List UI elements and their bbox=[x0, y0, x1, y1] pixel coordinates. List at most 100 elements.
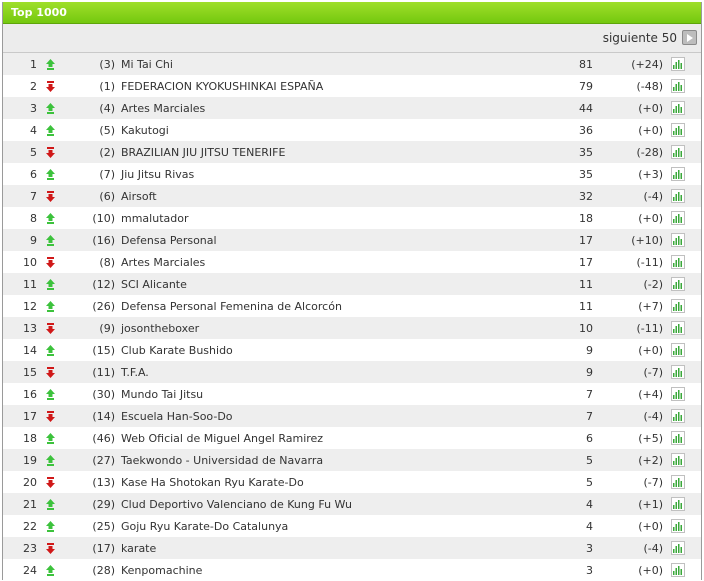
site-name-link[interactable]: Artes Marciales bbox=[121, 255, 206, 269]
score: 32 bbox=[579, 189, 593, 203]
table-row: 4 (5) Kakutogi 36 (+0) bbox=[3, 119, 701, 141]
score: 4 bbox=[586, 497, 593, 511]
stats-chart-icon[interactable] bbox=[671, 189, 685, 203]
stats-chart-icon[interactable] bbox=[671, 123, 685, 137]
site-name-link[interactable]: Artes Marciales bbox=[121, 101, 206, 115]
stats-chart-icon[interactable] bbox=[671, 145, 685, 159]
stats-chart-icon[interactable] bbox=[671, 563, 685, 577]
site-name-link[interactable]: josontheboxer bbox=[121, 321, 200, 335]
trend-down-icon bbox=[37, 537, 63, 559]
stats-chart-icon[interactable] bbox=[671, 211, 685, 225]
score-change: (+0) bbox=[638, 563, 663, 577]
table-row: 11 (12) SCI Alicante 11 (-2) bbox=[3, 273, 701, 295]
rank-position: 12 bbox=[23, 299, 37, 313]
site-name-link[interactable]: FEDERACION KYOKUSHINKAI ESPAÑA bbox=[121, 79, 324, 93]
score-change: (+0) bbox=[638, 123, 663, 137]
site-name-link[interactable]: Jiu Jitsu Rivas bbox=[121, 167, 195, 181]
stats-chart-icon[interactable] bbox=[671, 365, 685, 379]
stats-chart-icon[interactable] bbox=[671, 475, 685, 489]
site-name-link[interactable]: karate bbox=[121, 541, 157, 555]
stats-chart-icon[interactable] bbox=[671, 343, 685, 357]
score-change: (-28) bbox=[636, 145, 663, 159]
site-name-link[interactable]: Kase Ha Shotokan Ryu Karate-Do bbox=[121, 475, 304, 489]
site-name-link[interactable]: T.F.A. bbox=[121, 365, 149, 379]
table-row: 12 (26) Defensa Personal Femenina de Alc… bbox=[3, 295, 701, 317]
trend-down-icon bbox=[37, 141, 63, 163]
trend-down-icon bbox=[37, 317, 63, 339]
trend-up-icon bbox=[37, 515, 63, 537]
stats-chart-icon[interactable] bbox=[671, 387, 685, 401]
previous-rank: (12) bbox=[92, 277, 115, 291]
table-row: 6 (7) Jiu Jitsu Rivas 35 (+3) bbox=[3, 163, 701, 185]
previous-rank: (25) bbox=[92, 519, 115, 533]
site-name-link[interactable]: Taekwondo - Universidad de Navarra bbox=[121, 453, 324, 467]
site-name-link[interactable]: BRAZILIAN JIU JITSU TENERIFE bbox=[121, 145, 286, 159]
site-name-link[interactable]: Defensa Personal bbox=[121, 233, 217, 247]
stats-chart-icon[interactable] bbox=[671, 409, 685, 423]
site-name-link[interactable]: Airsoft bbox=[121, 189, 157, 203]
play-arrow-icon[interactable] bbox=[682, 30, 697, 45]
table-row: 14 (15) Club Karate Bushido 9 (+0) bbox=[3, 339, 701, 361]
score-change: (-7) bbox=[643, 475, 663, 489]
score-change: (-48) bbox=[636, 79, 663, 93]
previous-rank: (30) bbox=[92, 387, 115, 401]
stats-chart-icon[interactable] bbox=[671, 101, 685, 115]
table-row: 9 (16) Defensa Personal 17 (+10) bbox=[3, 229, 701, 251]
site-name-link[interactable]: Defensa Personal Femenina de Alcorcón bbox=[121, 299, 342, 313]
stats-chart-icon[interactable] bbox=[671, 321, 685, 335]
site-name-link[interactable]: Goju Ryu Karate-Do Catalunya bbox=[121, 519, 289, 533]
stats-chart-icon[interactable] bbox=[671, 57, 685, 71]
table-row: 20 (13) Kase Ha Shotokan Ryu Karate-Do 5… bbox=[3, 471, 701, 493]
table-row: 18 (46) Web Oficial de Miguel Angel Rami… bbox=[3, 427, 701, 449]
site-name-link[interactable]: Kenpomachine bbox=[121, 563, 203, 577]
site-name-link[interactable]: Mi Tai Chi bbox=[121, 57, 173, 71]
previous-rank: (16) bbox=[92, 233, 115, 247]
site-name-link[interactable]: Escuela Han-Soo-Do bbox=[121, 409, 233, 423]
stats-chart-icon[interactable] bbox=[671, 255, 685, 269]
table-row: 19 (27) Taekwondo - Universidad de Navar… bbox=[3, 449, 701, 471]
stats-chart-icon[interactable] bbox=[671, 79, 685, 93]
table-row: 7 (6) Airsoft 32 (-4) bbox=[3, 185, 701, 207]
previous-rank: (15) bbox=[92, 343, 115, 357]
rank-position: 4 bbox=[30, 123, 37, 137]
rank-position: 15 bbox=[23, 365, 37, 379]
stats-chart-icon[interactable] bbox=[671, 541, 685, 555]
stats-chart-icon[interactable] bbox=[671, 277, 685, 291]
stats-chart-icon[interactable] bbox=[671, 299, 685, 313]
previous-rank: (5) bbox=[99, 123, 115, 137]
stats-chart-icon[interactable] bbox=[671, 453, 685, 467]
stats-chart-icon[interactable] bbox=[671, 497, 685, 511]
site-name-link[interactable]: Kakutogi bbox=[121, 123, 169, 137]
previous-rank: (1) bbox=[99, 79, 115, 93]
stats-chart-icon[interactable] bbox=[671, 519, 685, 533]
previous-rank: (27) bbox=[92, 453, 115, 467]
trend-up-icon bbox=[37, 449, 63, 471]
next-page-link[interactable]: siguiente 50 bbox=[603, 30, 697, 45]
score-change: (+3) bbox=[638, 167, 663, 181]
stats-chart-icon[interactable] bbox=[671, 431, 685, 445]
previous-rank: (6) bbox=[99, 189, 115, 203]
trend-up-icon bbox=[37, 339, 63, 361]
site-name-link[interactable]: Mundo Tai Jitsu bbox=[121, 387, 204, 401]
score: 6 bbox=[586, 431, 593, 445]
score: 9 bbox=[586, 365, 593, 379]
rank-position: 13 bbox=[23, 321, 37, 335]
rank-position: 3 bbox=[30, 101, 37, 115]
score-change: (+0) bbox=[638, 211, 663, 225]
site-name-link[interactable]: Club Karate Bushido bbox=[121, 343, 233, 357]
stats-chart-icon[interactable] bbox=[671, 233, 685, 247]
trend-up-icon bbox=[37, 207, 63, 229]
previous-rank: (3) bbox=[99, 57, 115, 71]
site-name-link[interactable]: Clud Deportivo Valenciano de Kung Fu Wu bbox=[121, 497, 352, 511]
trend-up-icon bbox=[37, 493, 63, 515]
trend-down-icon bbox=[37, 405, 63, 427]
table-row: 5 (2) BRAZILIAN JIU JITSU TENERIFE 35 (-… bbox=[3, 141, 701, 163]
previous-rank: (8) bbox=[99, 255, 115, 269]
site-name-link[interactable]: Web Oficial de Miguel Angel Ramirez bbox=[121, 431, 324, 445]
site-name-link[interactable]: mmalutador bbox=[121, 211, 189, 225]
panel-title: Top 1000 bbox=[3, 2, 701, 24]
site-name-link[interactable]: SCI Alicante bbox=[121, 277, 187, 291]
rank-position: 20 bbox=[23, 475, 37, 489]
trend-up-icon bbox=[37, 53, 63, 75]
stats-chart-icon[interactable] bbox=[671, 167, 685, 181]
